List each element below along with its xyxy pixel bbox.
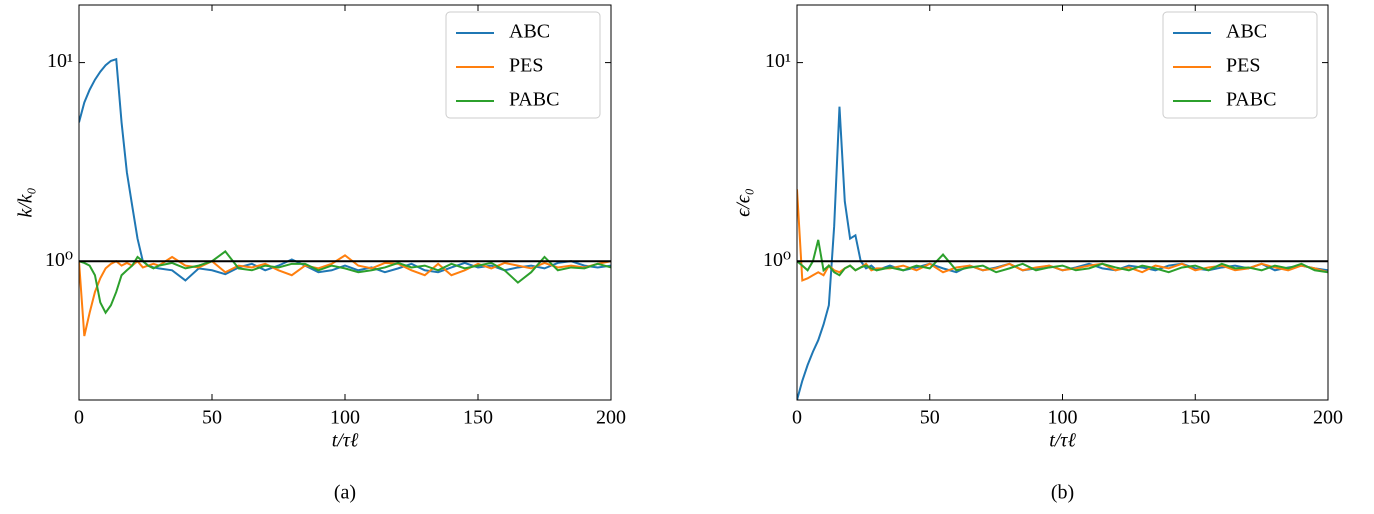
legend: ABC PES PABC — [445, 11, 601, 119]
x-tick-label: 150 — [463, 407, 493, 429]
x-tick-label: 50 — [202, 407, 222, 429]
legend-label: ABC — [509, 21, 550, 43]
data-line — [79, 254, 611, 337]
legend-label: ABC — [1226, 21, 1267, 43]
axes-frame — [796, 4, 1329, 401]
legend-label: PABC — [1226, 89, 1276, 111]
legend-label: PABC — [509, 89, 559, 111]
legend-box — [445, 11, 601, 119]
x-tick-label: 100 — [1048, 407, 1078, 429]
plot-area — [79, 57, 611, 337]
y-tick-label: 10¹ — [765, 50, 791, 72]
x-tick-label: 200 — [1313, 407, 1343, 429]
y-tick-label: 10⁰ — [763, 249, 791, 271]
x-tick-label: 50 — [920, 407, 940, 429]
x-tick-label: 0 — [792, 407, 802, 429]
x-axis-label: t/τℓ — [332, 430, 359, 452]
legend-label: PES — [509, 55, 543, 77]
data-line — [79, 250, 611, 315]
x-tick-label: 200 — [596, 407, 626, 429]
x-tick-label: 100 — [330, 407, 360, 429]
legend-label: PES — [1226, 55, 1260, 77]
x-axis-label: t/τℓ — [1049, 430, 1076, 452]
subplot: 0 50 100 150 200 10⁰ 10¹ t/τℓ ϵ/ϵ₀ (b) ABC PES PABC — [733, 4, 1343, 504]
subplot: 0 50 100 150 200 10⁰ 10¹ t/τℓ k/k₀ (a) ABC PES PABC — [15, 4, 626, 504]
legend-box — [1162, 11, 1318, 119]
y-tick-label: 10⁰ — [45, 249, 73, 271]
axes-frame — [78, 4, 612, 401]
x-tick-label: 0 — [74, 407, 84, 429]
data-line — [797, 106, 1328, 400]
caption: (b) — [1051, 482, 1074, 504]
x-tick-label: 150 — [1180, 407, 1210, 429]
legend: ABC PES PABC — [1162, 11, 1318, 119]
y-axis-label: k/k₀ — [15, 187, 37, 217]
caption: (a) — [334, 482, 356, 504]
data-line — [797, 239, 1328, 277]
y-axis-label: ϵ/ϵ₀ — [733, 188, 755, 217]
y-tick-label: 10¹ — [47, 50, 73, 72]
plot-area — [797, 106, 1328, 400]
